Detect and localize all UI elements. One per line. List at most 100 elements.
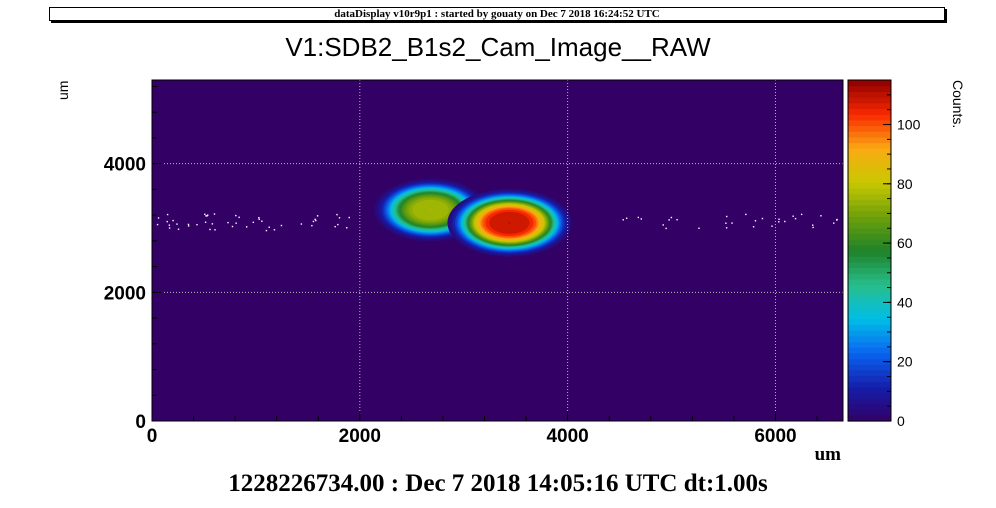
blob-contour: [429, 209, 432, 211]
colorbar-segment: [848, 244, 891, 252]
colorbar-segment: [848, 199, 891, 206]
colorbar-segment: [848, 193, 891, 200]
noise-dot: [665, 227, 667, 230]
colorbar-segment: [848, 216, 891, 223]
colorbar-segment: [848, 148, 891, 155]
colorbar-tick-label: 60: [897, 235, 913, 251]
noise-dot: [156, 223, 159, 226]
noise-dot: [637, 216, 640, 219]
colorbar-segment: [848, 108, 891, 115]
x-tick-label: 0: [147, 426, 158, 447]
noise-dot: [273, 229, 276, 231]
colorbar-segment: [848, 330, 891, 337]
noise-dot: [336, 213, 338, 216]
noise-dot: [205, 215, 207, 217]
colorbar-segment: [848, 284, 891, 291]
noise-dot: [314, 218, 316, 221]
x-tick-label: 6000: [754, 426, 796, 447]
colorbar-segment: [848, 250, 891, 257]
noise-dot: [670, 216, 673, 219]
noise-dot: [725, 222, 727, 224]
noise-dot: [166, 213, 169, 216]
noise-dot: [754, 220, 757, 222]
colorbar-segment: [848, 153, 891, 161]
noise-dot: [792, 215, 794, 217]
noise-dot: [337, 223, 339, 226]
colorbar-segment: [848, 182, 891, 189]
colorbar-segment: [848, 358, 891, 365]
colorbar-segment: [848, 239, 891, 246]
noise-dot: [258, 216, 260, 219]
colorbar-segment: [848, 403, 891, 411]
noise-dot: [176, 223, 178, 225]
noise-dot: [168, 227, 171, 229]
noise-dot: [213, 213, 216, 215]
colorbar-segment: [848, 187, 891, 195]
noise-dot: [836, 218, 838, 221]
noise-dot: [315, 219, 317, 222]
grid-layer: [152, 80, 843, 421]
colorbar-segment: [848, 386, 891, 394]
blob-contour: [508, 222, 511, 224]
noise-dot: [172, 219, 174, 222]
colorbar-segment: [848, 318, 891, 325]
noise-dot: [207, 214, 209, 216]
noise-dot: [211, 223, 214, 225]
x-axis-label: um: [815, 444, 842, 465]
noise-dot: [348, 216, 350, 219]
timestamp-footer: 1228226734.00 : Dec 7 2018 14:05:16 UTC …: [228, 470, 768, 497]
colorbar-segment: [848, 131, 891, 138]
colorbar-segment: [848, 261, 891, 269]
colorbar-segment: [848, 392, 891, 399]
noise-dot: [812, 224, 814, 226]
colorbar-segment: [848, 227, 891, 235]
colorbar-tick-label: 100: [897, 116, 921, 132]
plot-area: [152, 80, 843, 421]
noise-dot: [778, 221, 780, 223]
colorbar-segment: [848, 97, 891, 104]
colorbar-segment: [848, 335, 891, 343]
noise-dot: [214, 229, 216, 231]
noise-dot: [778, 218, 780, 220]
colorbar-segment: [848, 91, 891, 98]
noise-dot: [761, 217, 764, 220]
axes-layer: 0 2000 4000 6000 0 2000 4000 um um: [55, 79, 844, 465]
noise-dot: [698, 227, 700, 230]
x-tick-label: 2000: [339, 426, 381, 447]
noise-dot: [662, 224, 664, 226]
colorbar-segment: [848, 136, 891, 144]
noise-dot: [334, 225, 336, 228]
noise-dot: [280, 224, 283, 227]
chart-title: V1:SDB2_B1s2_Cam_Image__RAW: [285, 32, 711, 62]
noise-band: [156, 213, 838, 232]
noise-dot: [311, 224, 313, 227]
noise-dot: [258, 218, 260, 220]
colorbar-tick-label: 20: [897, 354, 913, 370]
noise-dot: [676, 218, 678, 221]
noise-dot: [784, 220, 786, 223]
noise-dot: [640, 218, 642, 220]
colorbar-frame: [847, 79, 892, 422]
colorbar-segment: [848, 341, 891, 348]
noise-dot: [245, 226, 248, 228]
noise-dot: [745, 213, 747, 216]
noise-dot: [235, 222, 237, 224]
colorbar-segment: [848, 369, 891, 377]
colorbar-segment: [848, 233, 891, 240]
colorbar-segment: [848, 352, 891, 360]
y-tick-label: 2000: [104, 283, 146, 304]
noise-dot: [187, 223, 190, 226]
colorbar-segment: [848, 347, 891, 354]
y-axis-label: um: [55, 81, 71, 100]
colorbar-segment: [848, 114, 891, 121]
noise-dot: [209, 228, 211, 231]
colorbar-segment: [848, 324, 891, 331]
colorbar-segment: [848, 205, 891, 212]
noise-dot: [261, 220, 263, 222]
noise-dot: [196, 223, 198, 226]
noise-dot: [177, 228, 180, 230]
noise-dot: [227, 221, 229, 224]
colorbar-segment: [848, 313, 891, 320]
colorbar-segment: [848, 307, 891, 314]
